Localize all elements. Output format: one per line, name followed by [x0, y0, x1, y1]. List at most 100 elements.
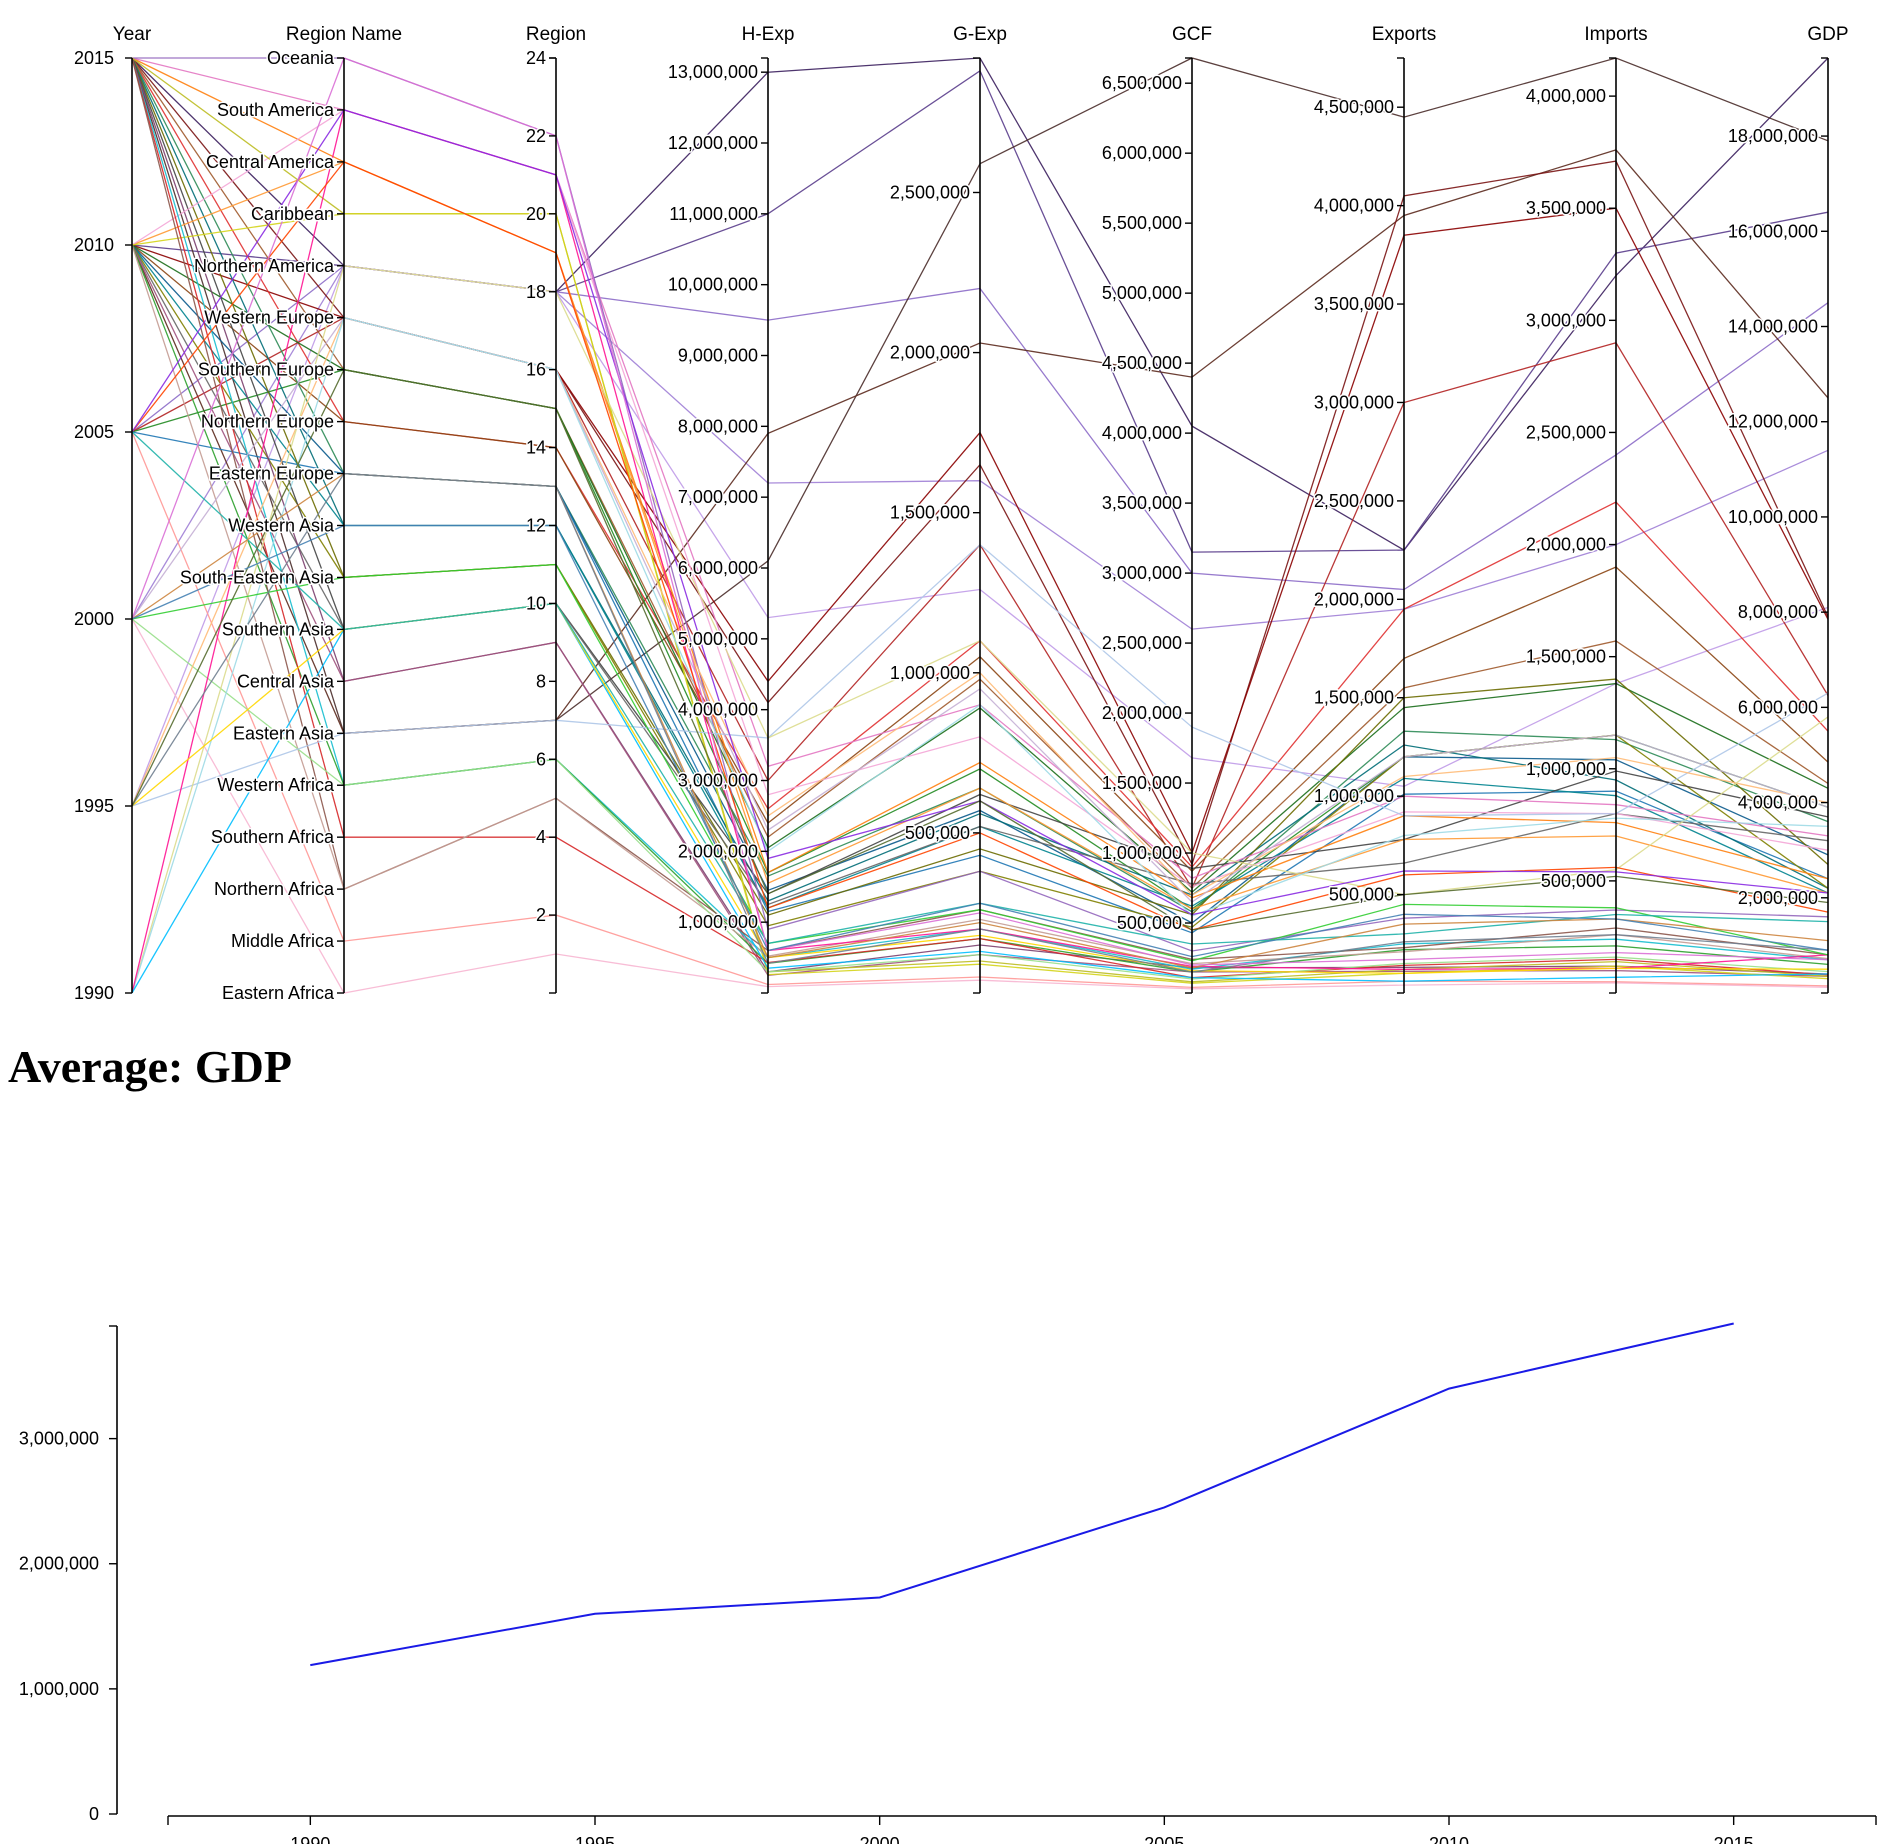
pc-tick-label: 4,000,000 [678, 700, 758, 720]
pc-tick-label: 3,000,000 [1314, 392, 1394, 412]
pc-tick-label: 9,000,000 [678, 346, 758, 366]
pc-tick-label: Caribbean [251, 204, 334, 224]
pc-tick-label: 2,500,000 [1526, 422, 1606, 442]
pc-tick-label: 22 [526, 126, 546, 146]
pc-tick-label: 3,500,000 [1102, 493, 1182, 513]
pc-axis-title: G-Exp [953, 24, 1007, 45]
pc-tick-label: 2005 [74, 422, 114, 442]
pc-tick-label: 500,000 [1541, 871, 1606, 891]
pc-tick-label: 1,500,000 [890, 503, 970, 523]
pc-tick-label: 2000 [74, 609, 114, 629]
pc-tick-label: 6,000,000 [1102, 143, 1182, 163]
lc-series-line [310, 1322, 1734, 1667]
pc-tick-label: 4,500,000 [1314, 97, 1394, 117]
pc-tick-label: Central America [206, 152, 335, 172]
lc-y-tick-label: 1,000,000 [19, 1679, 99, 1699]
pc-axis-imports: Imports 500,000 1,000,000 1,500,000 2,000,00… [1524, 24, 1648, 994]
pc-tick-label: 12,000,000 [1728, 412, 1818, 432]
pc-tick-label: 12,000,000 [668, 133, 758, 153]
pc-axis-title: H-Exp [742, 24, 795, 45]
pc-tick-label: 10,000,000 [1728, 507, 1818, 527]
pc-tick-label: 1,000,000 [678, 912, 758, 932]
pc-tick-label: Middle Africa [231, 931, 335, 951]
lc-x-tick-label: 2005 [1144, 1834, 1184, 1844]
pc-tick-label: 11,000,000 [669, 204, 758, 224]
pc-tick-label: 3,500,000 [1314, 294, 1394, 314]
pc-tick-label: 1,000,000 [1526, 759, 1606, 779]
pc-axis-g-exp: G-Exp 500,000 1,000,000 1,500,000 2,000,000 2… [888, 24, 1007, 994]
lc-x-tick-label: 2015 [1714, 1834, 1754, 1844]
pc-tick-label: Central Asia [237, 671, 335, 691]
pc-tick-label: 4,000,000 [1314, 196, 1394, 216]
pc-tick-label: 18 [526, 282, 546, 302]
pc-tick-label: 2,000,000 [890, 343, 970, 363]
pc-axis-gcf: GCF 500,000 1,000,000 1,500,000 2,000,000 2,5… [1100, 24, 1212, 994]
pc-tick-label: Southern Europe [198, 360, 334, 380]
pc-tick-label: 10 [526, 593, 546, 613]
lc-x-tick-label: 2010 [1429, 1834, 1469, 1844]
lc-axes-layer: 0 1,000,000 2,000,000 3,000,000 1990 1995 2000… [19, 1325, 1877, 1844]
pc-tick-label: South America [217, 100, 335, 120]
pc-tick-label: 8,000,000 [1738, 602, 1818, 622]
pc-axis-year: Year 1990 1995 2000 2005 2010 2015 [74, 24, 152, 1003]
pc-tick-label: 4,000,000 [1102, 423, 1182, 443]
pc-axis-title: GCF [1172, 24, 1212, 45]
pc-axis-title: GDP [1807, 24, 1848, 45]
pc-tick-label: 13,000,000 [668, 62, 758, 82]
pc-tick-label: Eastern Africa [222, 983, 335, 1003]
lc-x-tick-label: 1995 [575, 1834, 615, 1844]
pc-tick-label: 3,000,000 [678, 771, 758, 791]
pc-axis-title: Region Name [286, 24, 402, 45]
pc-tick-label: Oceania [267, 48, 335, 68]
pc-tick-label: 6,000,000 [678, 558, 758, 578]
lc-plot-layer [310, 1322, 1734, 1667]
pc-tick-label: 500,000 [1329, 885, 1394, 905]
pc-tick-label: 8,000,000 [678, 416, 758, 436]
pc-tick-label: Southern Africa [211, 827, 335, 847]
pc-axis-h-exp: H-Exp 1,000,000 2,000,000 3,000,000 4,000,00… [666, 24, 795, 994]
lc-y-tick-label: 2,000,000 [19, 1554, 99, 1574]
pc-tick-label: Northern Africa [214, 879, 335, 899]
pc-axis-title: Imports [1584, 24, 1647, 45]
pc-tick-label: 18,000,000 [1728, 126, 1818, 146]
pc-tick-label: Western Asia [228, 516, 335, 536]
pc-tick-label: South-Eastern Asia [180, 567, 335, 587]
pc-tick-label: 2,000,000 [678, 841, 758, 861]
pc-tick-label: 3,000,000 [1526, 310, 1606, 330]
pc-tick-label: 1,500,000 [1526, 647, 1606, 667]
pc-axis-title: Exports [1372, 24, 1436, 45]
pc-tick-label: 16 [526, 360, 546, 380]
pc-tick-label: Eastern Europe [209, 464, 334, 484]
lc-y-tick-label: 0 [89, 1804, 99, 1824]
pc-axis-title: Region [526, 24, 586, 45]
pc-tick-label: 7,000,000 [678, 487, 758, 507]
pc-tick-label: Eastern Asia [233, 723, 335, 743]
pc-tick-label: 2,500,000 [1314, 491, 1394, 511]
pc-tick-label: 1,000,000 [1314, 786, 1394, 806]
lc-y-tick-label: 3,000,000 [19, 1429, 99, 1449]
pc-tick-label: 1995 [74, 796, 114, 816]
lc-x-tick-label: 1990 [290, 1834, 330, 1844]
average-gdp-line-chart: 0 1,000,000 2,000,000 3,000,000 1990 1995 2000… [19, 1322, 1877, 1844]
pc-tick-label: 16,000,000 [1728, 221, 1818, 241]
pc-tick-label: 12 [526, 516, 546, 536]
pc-tick-label: 14,000,000 [1728, 317, 1818, 337]
pc-tick-label: 1,000,000 [890, 663, 970, 683]
lc-x-tick-label: 2000 [860, 1834, 900, 1844]
pc-tick-label: 2 [536, 905, 546, 925]
pc-tick-label: 2,000,000 [1738, 888, 1818, 908]
pc-axis-region-name: Region Name Eastern Africa Middle Africa No… [178, 24, 402, 1005]
pc-tick-label: 14 [526, 438, 546, 458]
pc-axis-exports: Exports 500,000 1,000,000 1,500,000 2,000,00… [1312, 24, 1436, 994]
pc-tick-label: 1,500,000 [1314, 688, 1394, 708]
pc-tick-label: 8 [536, 671, 546, 691]
pc-tick-label: 10,000,000 [668, 275, 758, 295]
pc-axis-title: Year [113, 24, 152, 45]
pc-tick-label: 6,000,000 [1738, 697, 1818, 717]
pc-tick-label: 4,000,000 [1526, 86, 1606, 106]
pc-tick-label: 4,500,000 [1102, 353, 1182, 373]
pc-tick-label: Southern Asia [222, 619, 335, 639]
